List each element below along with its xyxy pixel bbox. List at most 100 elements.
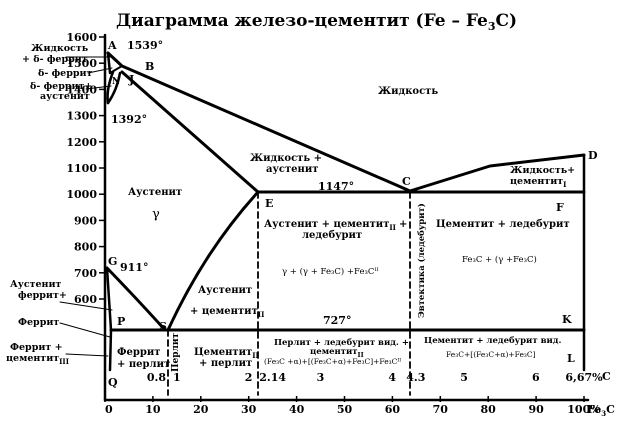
x-pct-tick-label: 70: [433, 403, 449, 416]
label-liquid-delta-2: + δ- феррит: [22, 54, 88, 65]
point-p: P: [117, 315, 125, 328]
x-pct-tick-label: 30: [241, 403, 257, 416]
region-gamma: γ: [152, 207, 160, 222]
y-tick-label: 1300: [66, 110, 97, 123]
delta-gamma-line: [106, 70, 115, 105]
region-liquid: Жидкость: [378, 86, 438, 97]
x-c-tick-label: 2: [245, 371, 253, 384]
x-percent-ticks: 0 10 20 30 40 50 60 70 80 90 100%: [104, 396, 601, 416]
temp-1539: 1539°: [127, 39, 163, 52]
y-tick-label: 1100: [66, 162, 97, 175]
phase-lines: [105, 51, 586, 396]
point-b: B: [145, 60, 154, 73]
left-side-labels: Жидкость + δ- феррит δ- феррит δ- феррит…: [6, 43, 113, 366]
gp-line: [105, 266, 113, 332]
pointer-4: [59, 301, 113, 311]
region-cem-led-vid-formula: Fe₃C+[(Fe₃C+α)+Fe₃C]: [446, 350, 536, 359]
region-ferrite-perlite-1: Феррит: [117, 347, 160, 358]
x-pct-tick-label: 100%: [567, 403, 601, 416]
region-aust-cem2-1: Аустенит: [198, 285, 252, 296]
region-formula-left: γ + (γ + Fe₃C) +Fe₃Cᴵᴵ: [282, 266, 379, 277]
solidus-je: [120, 70, 260, 194]
x-pct-tick-label: 40: [289, 403, 305, 416]
label-ferrite: Феррит: [18, 317, 59, 328]
temp-1392: 1392°: [111, 113, 147, 126]
x-pct-suffix: Fe3C: [587, 403, 615, 418]
label-ferrite-cem-2: цементитIII: [6, 353, 69, 366]
x-c-label: C: [602, 370, 611, 383]
x-pct-tick-label: 20: [193, 403, 209, 416]
pointer-2: [87, 67, 113, 74]
y-ticks: 1600 1500 1400 1300 1200 1100 1000 900 800 700 600: [66, 31, 105, 306]
x-pct-tick-label: 90: [528, 403, 544, 416]
region-labels: Жидкость Аустенит γ Жидкость + аустенит …: [117, 86, 575, 372]
point-f: F: [556, 201, 564, 214]
point-e: E: [265, 197, 273, 210]
point-j: J: [128, 73, 134, 86]
temp-727: 727°: [323, 314, 351, 327]
region-perlite-vertical: Перлит: [171, 332, 181, 372]
region-formula-right: Fe₃C + (γ +Fe₃C): [462, 254, 537, 265]
y-tick-label: 1500: [66, 57, 97, 70]
region-perlite-led-2: цементитII: [310, 347, 364, 359]
pointer-6: [65, 353, 109, 357]
region-aust-cem2-2: + цементитII: [190, 306, 264, 319]
point-labels: A B J N D C E F G P S K Q L: [107, 39, 598, 389]
point-d: D: [588, 149, 598, 162]
diagram-title: Диаграмма железо-цементит (Fe – Fe3C): [116, 11, 517, 33]
x-pct-tick-label: 60: [385, 403, 401, 416]
region-liq-cem-2: цементитI: [510, 176, 566, 189]
pq-line: [108, 328, 113, 372]
label-aust-ferrite-1: Аустенит: [10, 279, 62, 290]
temp-911: 911°: [120, 261, 148, 274]
a3-line: [105, 266, 167, 332]
region-perlite-led-formula: (Fe₃C +α)+[(Fe₃C+α)+Fe₃C]+Fe₃Cᴵᴵ: [264, 357, 401, 366]
y-tick-label: 800: [74, 241, 97, 254]
region-ferrite-perlite-2: + перлит: [117, 359, 170, 370]
region-aust-cem-led-2: ледебурит: [302, 230, 362, 241]
temp-1147: 1147°: [318, 180, 354, 193]
region-cem-led: Цементит + ледебурит: [436, 219, 570, 230]
point-g: G: [108, 255, 117, 268]
y-tick-label: 700: [74, 267, 97, 280]
region-liq-aust-2: аустенит: [266, 164, 318, 175]
region-cem-perlite-2: + перлит: [199, 358, 252, 369]
point-q: Q: [108, 376, 118, 389]
title-suffix: C): [496, 11, 518, 31]
y-tick-label: 1400: [66, 83, 97, 96]
x-c-tick-label: 1: [173, 371, 181, 384]
x-pct-tick-label: 50: [337, 403, 353, 416]
region-cem-perlite-1: ЦементитII: [194, 347, 259, 360]
y-tick-label: 600: [74, 293, 97, 306]
label-liquid-delta-1: Жидкость: [31, 43, 89, 54]
x-pct-tick-label: 0: [105, 403, 113, 416]
pointer-3: [85, 85, 112, 90]
region-austenite: Аустенит: [128, 187, 182, 198]
y-tick-label: 900: [74, 214, 97, 227]
x-c-tick-label: 0.8: [147, 371, 166, 384]
x-c-tick-label: 4.3: [406, 371, 425, 384]
point-l: L: [567, 352, 575, 365]
point-c: C: [402, 175, 411, 188]
point-k: K: [562, 313, 572, 326]
y-tick-label: 1600: [66, 31, 97, 44]
region-liq-cem-1: Жидкость+: [510, 165, 575, 176]
y-tick-label: 1000: [66, 188, 97, 201]
x-c-tick-label: 6,67%: [565, 371, 603, 384]
label-delta-aust-2: аустенит: [40, 91, 90, 102]
delta-gamma-line-2: [106, 71, 122, 105]
region-perlite-led-1: Перлит + ледебурит вид. +: [274, 337, 409, 348]
point-n: N: [112, 77, 120, 87]
region-aust-cem-led-1: Аустенит + цементитII +: [264, 219, 407, 232]
acm-line: [166, 190, 260, 332]
title-sub: 3: [488, 20, 496, 33]
x-c-tick-label: 4: [388, 371, 396, 384]
x-c-tick-label: 6: [532, 371, 540, 384]
label-delta: δ- феррит: [38, 68, 93, 79]
x-c-tick-label: 3: [317, 371, 325, 384]
point-a: A: [107, 39, 117, 52]
x-pct-tick-label: 10: [145, 403, 161, 416]
x-c-tick-label: 5: [460, 371, 468, 384]
y-tick-label: 1200: [66, 136, 97, 149]
temperature-labels: 1539° 1392° 1147° 911° 727°: [111, 39, 354, 327]
